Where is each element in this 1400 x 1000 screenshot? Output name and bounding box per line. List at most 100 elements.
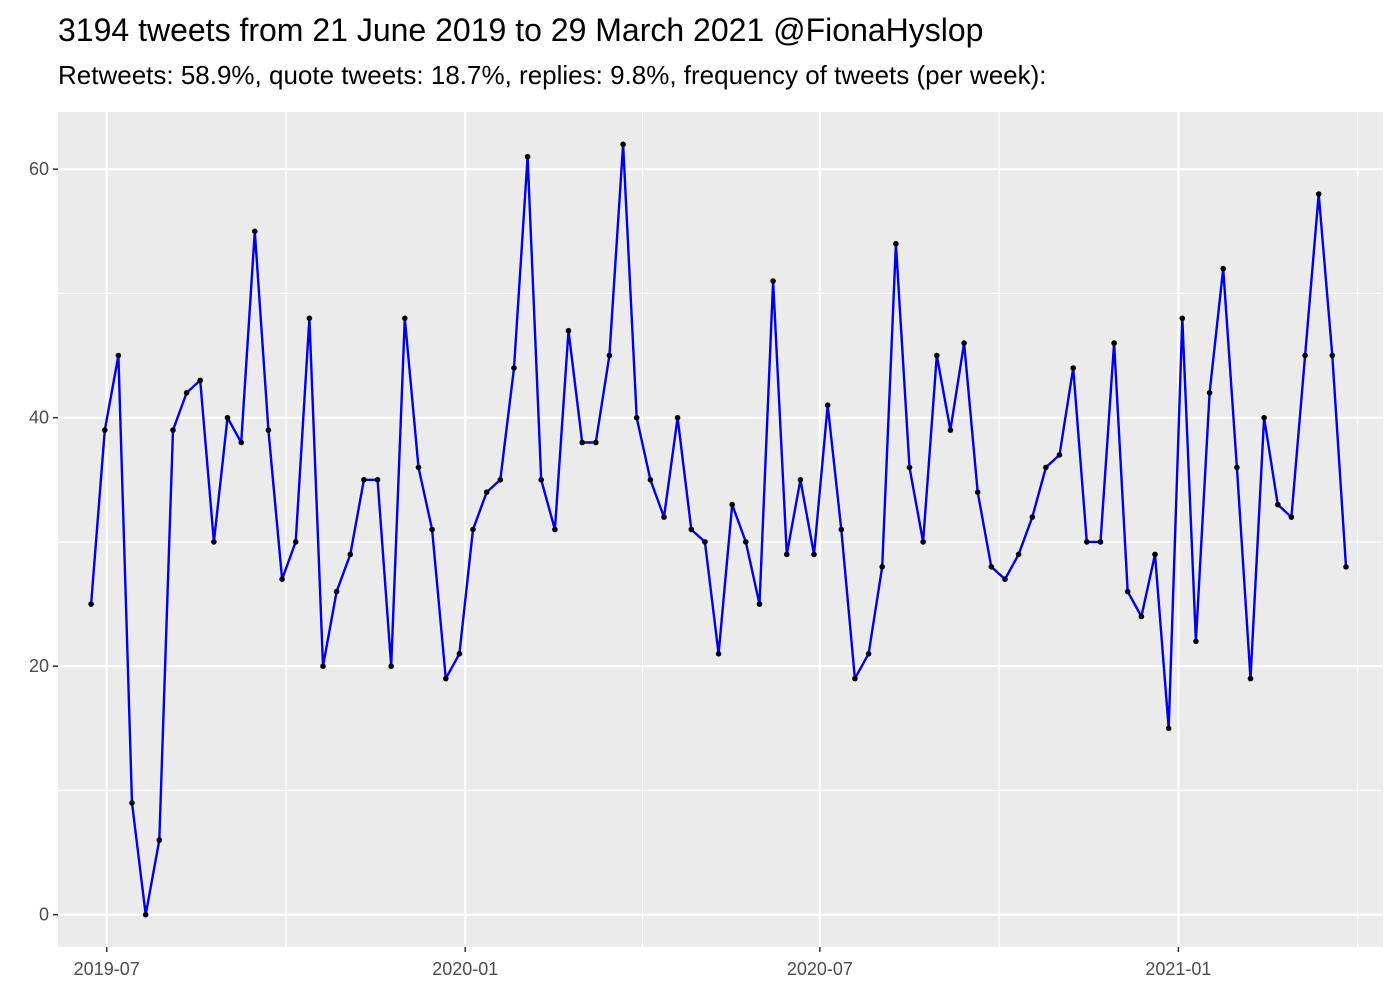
data-point [770,278,776,284]
data-point [702,539,708,545]
data-point [470,526,476,533]
data-point [115,352,122,359]
y-tick-label: 0 [39,905,49,925]
data-point [797,477,804,483]
data-point [647,477,654,483]
data-point [1315,191,1322,197]
data-point [920,539,926,545]
data-point [102,427,108,433]
data-point [1043,464,1049,471]
data-point [1234,464,1240,471]
data-point [1288,514,1295,520]
data-point [443,675,449,682]
data-point [511,365,517,371]
data-point [674,414,681,421]
data-point [988,564,995,570]
data-point [743,539,749,545]
data-point [865,651,872,657]
y-tick-label: 40 [29,408,49,428]
data-point [1084,539,1090,545]
data-point [224,414,231,421]
data-point [961,340,967,346]
data-point [170,427,176,433]
data-point [1261,414,1267,421]
data-point [415,464,422,471]
data-point [1152,551,1158,558]
y-tick-label: 60 [29,159,49,179]
data-point [906,464,913,471]
data-point [552,526,558,533]
data-point [1179,315,1186,322]
data-point [129,800,135,806]
x-tick-label: 2019-07 [74,959,140,979]
data-point [715,651,722,657]
data-point [279,576,285,582]
data-point [1275,501,1281,508]
data-point [333,588,340,595]
data-point [974,489,981,496]
data-point [1220,265,1226,272]
data-point [1302,352,1308,359]
data-point [402,315,408,322]
data-point [1111,340,1117,346]
chart-subtitle: Retweets: 58.9%, quote tweets: 18.7%, re… [58,60,1047,90]
x-tick-label: 2020-07 [787,959,853,979]
data-point [1165,725,1172,732]
data-point [429,526,435,533]
data-point [1206,390,1213,396]
y-axis-labels: 0 20 40 60 [29,159,49,925]
data-point [1247,675,1254,682]
data-point [252,228,258,235]
data-point [688,526,695,533]
data-point [811,551,817,558]
data-point [947,427,954,433]
data-point [893,240,899,247]
x-tick-label: 2021-01 [1145,959,1211,979]
data-point [756,601,763,607]
data-point [838,526,845,533]
data-point [934,352,940,359]
data-point [292,539,299,545]
data-point [361,477,367,483]
data-point [320,663,326,669]
data-point [211,539,217,545]
data-point [347,551,354,558]
data-point [784,551,790,558]
data-point [633,414,640,421]
data-point [729,501,735,508]
data-point [579,439,585,446]
data-point [1138,613,1145,620]
data-point [593,439,599,446]
data-point [1029,514,1036,520]
y-tick-label: 20 [29,656,49,676]
plot-panel [58,112,1383,947]
minor-gridlines [58,112,1383,947]
data-point [183,390,190,396]
major-gridlines [58,112,1383,947]
data-point [852,675,858,682]
data-point [88,601,94,607]
data-point [142,911,149,918]
x-tick-label: 2020-01 [432,959,498,979]
data-point [1124,588,1131,595]
data-point [374,477,381,483]
data-point [1015,551,1022,558]
data-point [1193,638,1199,645]
data-points [88,141,1349,918]
data-point [879,564,885,570]
data-point [1070,365,1076,371]
chart-title: 3194 tweets from 21 June 2019 to 29 Marc… [58,12,984,48]
data-point [306,315,313,322]
data-point [1329,352,1336,359]
data-point [156,837,163,843]
data-point [456,651,463,657]
data-point [483,489,490,496]
data-point [524,153,531,160]
data-point [661,514,667,520]
data-point [497,477,504,483]
data-point [1097,539,1104,545]
data-point [620,141,626,148]
data-point [238,439,244,446]
axis-ticks [53,168,1180,952]
